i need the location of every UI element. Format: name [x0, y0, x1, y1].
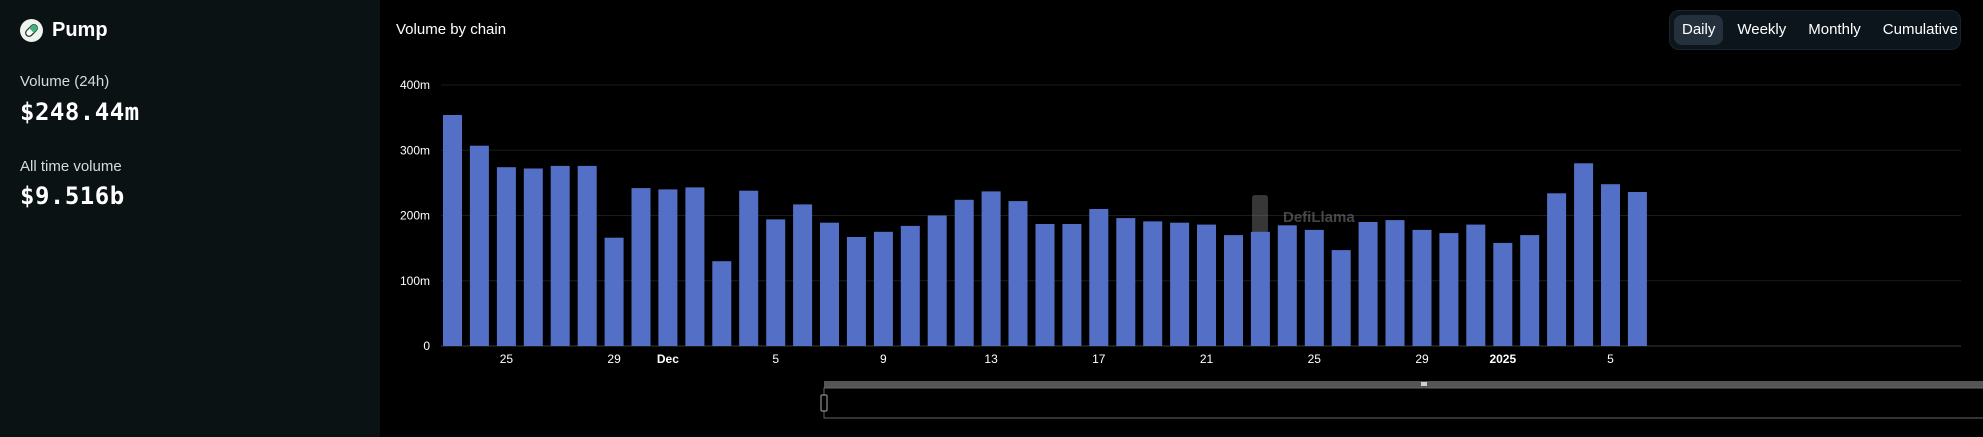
- all-time-volume-value: $9.516b: [20, 182, 125, 210]
- x-tick-label: 29: [1415, 352, 1429, 366]
- x-tick-label: 21: [1200, 352, 1214, 366]
- y-tick-label: 0: [423, 339, 430, 353]
- slider-handle-left[interactable]: [820, 394, 828, 412]
- x-tick-label: 25: [500, 352, 514, 366]
- x-tick-label: 13: [984, 352, 998, 366]
- bar[interactable]: [1627, 192, 1647, 346]
- bar[interactable]: [1385, 220, 1405, 346]
- stats-panel: Pump Volume (24h) $248.44m All time volu…: [0, 0, 380, 437]
- watermark-text: DefiLlama: [1283, 209, 1355, 226]
- tab-daily[interactable]: Daily: [1674, 15, 1724, 45]
- bar[interactable]: [766, 219, 786, 346]
- y-tick-label: 100m: [400, 274, 430, 288]
- zoom-slider[interactable]: [820, 381, 1983, 419]
- x-tick-label: 9: [880, 352, 887, 366]
- bar[interactable]: [1197, 224, 1216, 346]
- bar[interactable]: [846, 237, 866, 346]
- y-tick-label: 300m: [400, 143, 430, 157]
- bar[interactable]: [1116, 218, 1136, 346]
- all-time-volume-label: All time volume: [20, 158, 122, 175]
- bar[interactable]: [793, 204, 813, 346]
- chart-title: Volume by chain: [396, 21, 507, 38]
- bar[interactable]: [1493, 242, 1513, 346]
- tab-weekly[interactable]: Weekly: [1737, 21, 1787, 38]
- bar[interactable]: [1089, 209, 1109, 346]
- watermark: DefiLlama: [1252, 195, 1355, 233]
- y-tick-label: 400m: [400, 78, 430, 92]
- bar[interactable]: [550, 165, 570, 346]
- bar[interactable]: [1062, 224, 1082, 346]
- bar[interactable]: [685, 187, 705, 346]
- bar[interactable]: [1547, 193, 1567, 346]
- bar[interactable]: [927, 215, 947, 347]
- tab-cumulative[interactable]: Cumulative: [1882, 21, 1958, 38]
- x-tick-label: 25: [1308, 352, 1322, 366]
- bar[interactable]: [604, 237, 624, 346]
- bar[interactable]: [1170, 222, 1190, 346]
- bar[interactable]: [1331, 250, 1351, 346]
- brand: Pump: [20, 19, 108, 42]
- slider-center-grip[interactable]: [1421, 382, 1427, 386]
- y-tick-label: 200m: [400, 209, 430, 223]
- bar[interactable]: [443, 115, 462, 346]
- bar[interactable]: [523, 168, 543, 347]
- bar[interactable]: [981, 191, 1001, 346]
- tab-monthly[interactable]: Monthly: [1808, 21, 1861, 38]
- bar[interactable]: [820, 222, 839, 346]
- volume-24h-value: $248.44m: [20, 98, 140, 126]
- bar[interactable]: [1412, 229, 1432, 346]
- bar[interactable]: [1008, 201, 1028, 346]
- bar[interactable]: [1304, 229, 1324, 346]
- slider-window[interactable]: [823, 387, 1983, 419]
- x-tick-label: Dec: [657, 352, 679, 366]
- bar[interactable]: [1466, 224, 1486, 346]
- bar[interactable]: [1250, 231, 1270, 346]
- bar[interactable]: [1439, 233, 1459, 346]
- x-tick-label: 2025: [1489, 352, 1516, 366]
- bar[interactable]: [631, 188, 651, 346]
- pill-icon: [20, 19, 43, 42]
- bar[interactable]: [496, 167, 516, 346]
- bar[interactable]: [1035, 224, 1055, 346]
- slider-track: [824, 381, 1983, 388]
- interval-tabs: Daily Weekly Monthly Cumulative: [1669, 10, 1961, 50]
- bar[interactable]: [873, 231, 893, 346]
- bar[interactable]: [739, 190, 759, 346]
- x-tick-label: 29: [607, 352, 621, 366]
- bar[interactable]: [900, 225, 920, 346]
- bar[interactable]: [469, 145, 489, 346]
- bar[interactable]: [577, 165, 597, 346]
- bar[interactable]: [1277, 225, 1297, 346]
- chart-panel: Volume by chain Daily Weekly Monthly Cum…: [380, 0, 1983, 437]
- x-tick-label: 5: [1607, 352, 1614, 366]
- llama-logo-icon: [1252, 195, 1268, 233]
- bar[interactable]: [1601, 184, 1620, 346]
- bar[interactable]: [712, 261, 732, 346]
- bar[interactable]: [1143, 221, 1163, 346]
- bar[interactable]: [1358, 222, 1378, 346]
- bar[interactable]: [1574, 163, 1594, 346]
- x-tick-label: 5: [772, 352, 779, 366]
- bar[interactable]: [954, 199, 974, 346]
- bar[interactable]: [658, 189, 678, 346]
- volume-bar-chart: 0 100m 200m 300m 400m DefiLlama 25 29 Dec 5 9 13 1…: [400, 78, 1983, 419]
- brand-name: Pump: [52, 19, 108, 41]
- volume-24h-label: Volume (24h): [20, 73, 110, 90]
- x-tick-label: 17: [1092, 352, 1106, 366]
- bar[interactable]: [1520, 235, 1540, 346]
- bar[interactable]: [1224, 235, 1243, 346]
